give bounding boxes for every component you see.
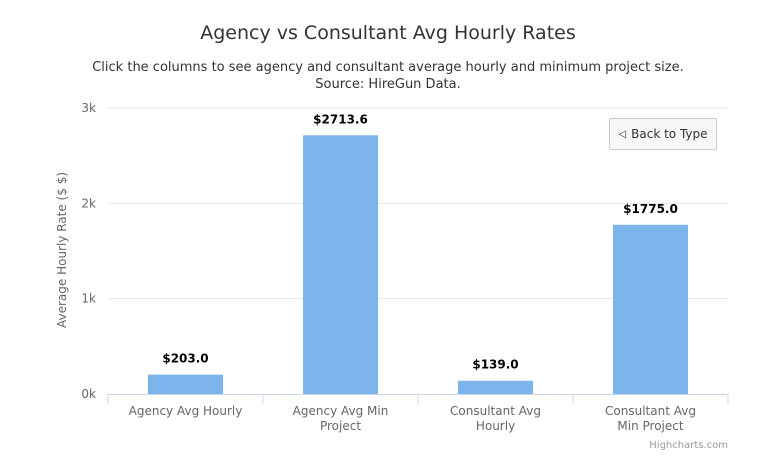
y-axis-title: Average Hourly Rate ($ $) (55, 172, 69, 328)
x-axis (107, 394, 729, 404)
bar-series (148, 135, 688, 394)
y-tick-label: 3k (81, 101, 96, 115)
x-tick-label: Consultant Avg (605, 404, 696, 418)
tick-labels: 0k 1k 2k 3k Agency Avg Hourly Agency Avg MinP… (81, 101, 696, 433)
chart-subtitle-line-2: Source: HireGun Data. (315, 77, 460, 92)
x-tick-label: Min Project (617, 419, 683, 433)
back-to-type-button[interactable]: ◁ Back to Type (609, 118, 717, 150)
bar[interactable] (303, 135, 378, 394)
data-label: $203.0 (162, 352, 208, 366)
x-tick-label: Consultant Avg (450, 404, 541, 418)
chart-subtitle-line-1: Click the columns to see agency and cons… (92, 60, 684, 75)
x-tick-label: Hourly (476, 419, 515, 433)
y-tick-label: 2k (81, 196, 96, 210)
bar[interactable] (613, 224, 688, 394)
bar[interactable] (148, 374, 223, 394)
data-labels: $203.0 $2713.6 $139.0 $1775.0 (162, 112, 677, 371)
credits-link[interactable]: Highcharts.com (649, 440, 728, 451)
x-tick-label: Project (320, 419, 361, 433)
x-tick-label: Agency Avg Hourly (129, 404, 243, 418)
chart-title: Agency vs Consultant Avg Hourly Rates (200, 22, 576, 44)
x-tick-label: Agency Avg Min (293, 404, 389, 418)
back-button-label: Back to Type (631, 127, 708, 141)
y-tick-label: 1k (81, 292, 96, 306)
back-arrow-icon: ◁ (618, 128, 627, 140)
data-label: $2713.6 (313, 112, 368, 126)
data-label: $139.0 (472, 358, 518, 372)
data-label: $1775.0 (623, 202, 678, 216)
y-tick-label: 0k (81, 387, 96, 401)
bar[interactable] (458, 380, 533, 394)
